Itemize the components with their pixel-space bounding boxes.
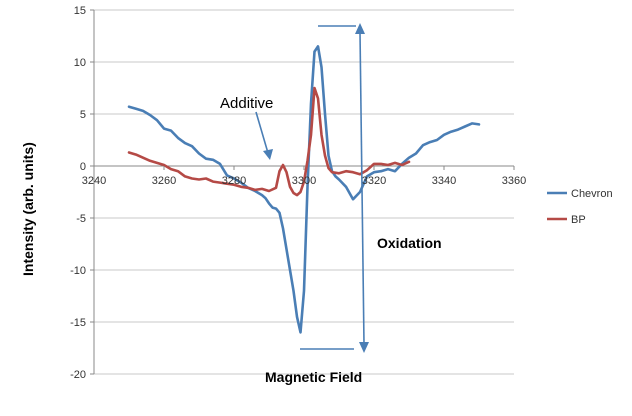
grid-layer — [94, 9, 514, 375]
legend-label-chevron: Chevron — [571, 188, 613, 200]
annotations-layer: Additive Oxidation — [220, 23, 442, 353]
x-tick-label: 3320 — [362, 175, 386, 187]
legend: Chevron BP — [547, 188, 613, 226]
y-tick-label: -10 — [70, 265, 86, 277]
y-tick-label: 5 — [80, 109, 86, 121]
x-tick-label: 3300 — [292, 175, 316, 187]
oxidation-arrow-head-top — [355, 23, 365, 34]
legend-label-bp: BP — [571, 214, 586, 226]
oxidation-arrow-head-bottom — [359, 342, 369, 353]
x-tick-label: 3360 — [502, 175, 526, 187]
oxidation-arrow-line — [359, 31, 365, 345]
x-tick-label: 3340 — [432, 175, 456, 187]
x-axis-ticks: 3240 3260 3280 3300 3320 3340 3360 — [82, 166, 526, 187]
series-layer — [127, 45, 481, 334]
additive-arrow-head — [263, 149, 273, 160]
y-axis-title: Intensity (arb. units) — [20, 142, 36, 276]
series-line-bp — [127, 86, 411, 197]
x-tick-label: 3280 — [222, 175, 246, 187]
additive-label: Additive — [220, 95, 273, 112]
x-tick-label: 3240 — [82, 175, 106, 187]
y-tick-label: -5 — [76, 213, 86, 225]
y-tick-label: 10 — [74, 57, 86, 69]
y-tick-label: 0 — [80, 161, 86, 173]
x-axis-title: Magnetic Field — [265, 369, 362, 385]
y-tick-label: -15 — [70, 317, 86, 329]
oxidation-label: Oxidation — [377, 235, 442, 251]
x-tick-label: 3260 — [152, 175, 176, 187]
series-line-chevron — [127, 45, 481, 334]
additive-arrow-line — [255, 111, 269, 154]
y-axis-ticks: -20 -15 -10 -5 0 5 10 15 — [70, 5, 94, 381]
y-tick-label: -20 — [70, 369, 86, 381]
y-tick-label: 15 — [74, 5, 86, 17]
